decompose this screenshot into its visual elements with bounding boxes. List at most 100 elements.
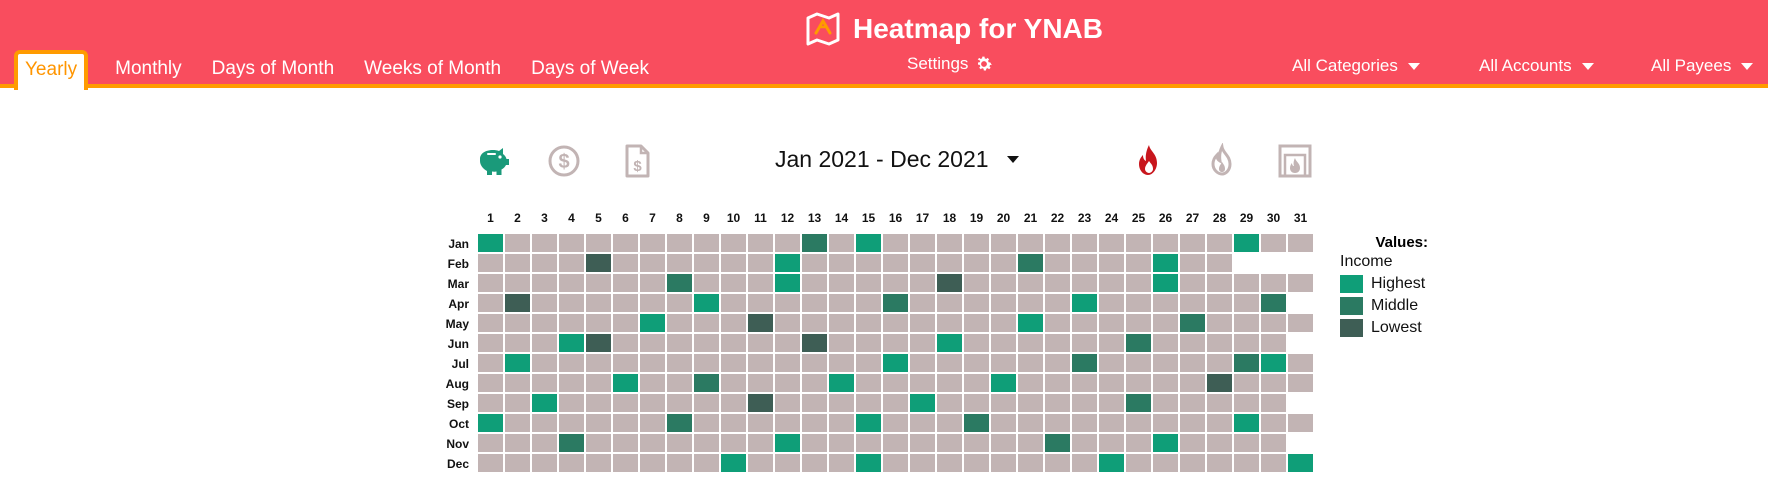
- heatmap-cell[interactable]: [1072, 414, 1097, 432]
- heatmap-cell[interactable]: [856, 254, 881, 272]
- heatmap-cell[interactable]: [1126, 354, 1151, 372]
- heatmap-cell[interactable]: [1045, 234, 1070, 252]
- heatmap-cell[interactable]: [964, 274, 989, 292]
- heatmap-cell[interactable]: [1099, 454, 1124, 472]
- heatmap-cell[interactable]: [1261, 414, 1286, 432]
- heatmap-cell[interactable]: [883, 434, 908, 452]
- heatmap-cell[interactable]: [1045, 274, 1070, 292]
- heatmap-cell[interactable]: [856, 234, 881, 252]
- heatmap-cell[interactable]: [1207, 254, 1232, 272]
- heatmap-cell[interactable]: [1018, 294, 1043, 312]
- heatmap-cell[interactable]: [937, 334, 962, 352]
- heatmap-cell[interactable]: [1045, 374, 1070, 392]
- heatmap-cell[interactable]: [829, 454, 854, 472]
- heatmap-cell[interactable]: [775, 394, 800, 412]
- heatmap-cell[interactable]: [1234, 334, 1259, 352]
- heatmap-cell[interactable]: [1099, 434, 1124, 452]
- heatmap-cell[interactable]: [748, 414, 773, 432]
- heatmap-cell[interactable]: [964, 434, 989, 452]
- heatmap-cell[interactable]: [613, 374, 638, 392]
- heatmap-cell[interactable]: [910, 414, 935, 432]
- heatmap-cell[interactable]: [532, 294, 557, 312]
- heatmap-cell[interactable]: [964, 374, 989, 392]
- heatmap-cell[interactable]: [964, 454, 989, 472]
- heatmap-cell[interactable]: [721, 294, 746, 312]
- heatmap-cell[interactable]: [1045, 414, 1070, 432]
- heatmap-cell[interactable]: [964, 254, 989, 272]
- heatmap-cell[interactable]: [775, 454, 800, 472]
- heatmap-cell[interactable]: [802, 434, 827, 452]
- heatmap-cell[interactable]: [1207, 334, 1232, 352]
- heatmap-cell[interactable]: [640, 314, 665, 332]
- heatmap-cell[interactable]: [964, 354, 989, 372]
- heatmap-cell[interactable]: [1153, 454, 1178, 472]
- heatmap-cell[interactable]: [1099, 414, 1124, 432]
- heatmap-cell[interactable]: [532, 314, 557, 332]
- heatmap-cell[interactable]: [559, 294, 584, 312]
- heatmap-cell[interactable]: [1045, 394, 1070, 412]
- heatmap-cell[interactable]: [1180, 454, 1205, 472]
- heatmap-cell[interactable]: [613, 334, 638, 352]
- heatmap-cell[interactable]: [640, 234, 665, 252]
- heatmap-cell[interactable]: [1207, 274, 1232, 292]
- heatmap-cell[interactable]: [505, 374, 530, 392]
- heatmap-cell[interactable]: [937, 434, 962, 452]
- heatmap-cell[interactable]: [748, 434, 773, 452]
- heatmap-cell[interactable]: [991, 454, 1016, 472]
- heatmap-cell[interactable]: [721, 274, 746, 292]
- heatmap-cell[interactable]: [856, 294, 881, 312]
- heatmap-cell[interactable]: [1045, 354, 1070, 372]
- heatmap-cell[interactable]: [937, 254, 962, 272]
- heatmap-cell[interactable]: [883, 254, 908, 272]
- heatmap-cell[interactable]: [532, 454, 557, 472]
- heatmap-cell[interactable]: [829, 394, 854, 412]
- heatmap-cell[interactable]: [1288, 234, 1313, 252]
- heatmap-cell[interactable]: [1261, 394, 1286, 412]
- heatmap-cell[interactable]: [883, 334, 908, 352]
- heatmap-cell[interactable]: [532, 374, 557, 392]
- heatmap-cell[interactable]: [667, 394, 692, 412]
- heatmap-cell[interactable]: [721, 334, 746, 352]
- heatmap-cell[interactable]: [1018, 414, 1043, 432]
- heatmap-cell[interactable]: [937, 454, 962, 472]
- heatmap-cell[interactable]: [694, 354, 719, 372]
- heatmap-cell[interactable]: [775, 354, 800, 372]
- heatmap-cell[interactable]: [883, 354, 908, 372]
- heatmap-cell[interactable]: [1045, 434, 1070, 452]
- heatmap-cell[interactable]: [640, 354, 665, 372]
- heatmap-cell[interactable]: [748, 294, 773, 312]
- heatmap-cell[interactable]: [1099, 254, 1124, 272]
- heatmap-cell[interactable]: [478, 294, 503, 312]
- heatmap-cell[interactable]: [775, 374, 800, 392]
- heatmap-cell[interactable]: [559, 314, 584, 332]
- heatmap-cell[interactable]: [991, 254, 1016, 272]
- heatmap-cell[interactable]: [559, 274, 584, 292]
- heatmap-cell[interactable]: [856, 434, 881, 452]
- heatmap-cell[interactable]: [505, 254, 530, 272]
- heatmap-cell[interactable]: [1234, 354, 1259, 372]
- heatmap-cell[interactable]: [586, 274, 611, 292]
- heatmap-cell[interactable]: [1234, 394, 1259, 412]
- heatmap-cell[interactable]: [829, 374, 854, 392]
- heatmap-cell[interactable]: [829, 334, 854, 352]
- heatmap-cell[interactable]: [1018, 434, 1043, 452]
- heatmap-cell[interactable]: [613, 314, 638, 332]
- heatmap-cell[interactable]: [1234, 234, 1259, 252]
- heatmap-cell[interactable]: [775, 234, 800, 252]
- heatmap-cell[interactable]: [856, 274, 881, 292]
- heatmap-cell[interactable]: [937, 414, 962, 432]
- heatmap-cell[interactable]: [667, 314, 692, 332]
- heatmap-cell[interactable]: [748, 354, 773, 372]
- heatmap-cell[interactable]: [559, 414, 584, 432]
- heatmap-cell[interactable]: [802, 334, 827, 352]
- heatmap-cell[interactable]: [1072, 334, 1097, 352]
- heatmap-cell[interactable]: [1180, 274, 1205, 292]
- heatmap-cell[interactable]: [1045, 314, 1070, 332]
- heatmap-cell[interactable]: [586, 394, 611, 412]
- heatmap-cell[interactable]: [964, 334, 989, 352]
- heatmap-cell[interactable]: [505, 414, 530, 432]
- heatmap-cell[interactable]: [1234, 454, 1259, 472]
- heatmap-cell[interactable]: [1018, 354, 1043, 372]
- heatmap-cell[interactable]: [1153, 274, 1178, 292]
- heatmap-cell[interactable]: [1126, 434, 1151, 452]
